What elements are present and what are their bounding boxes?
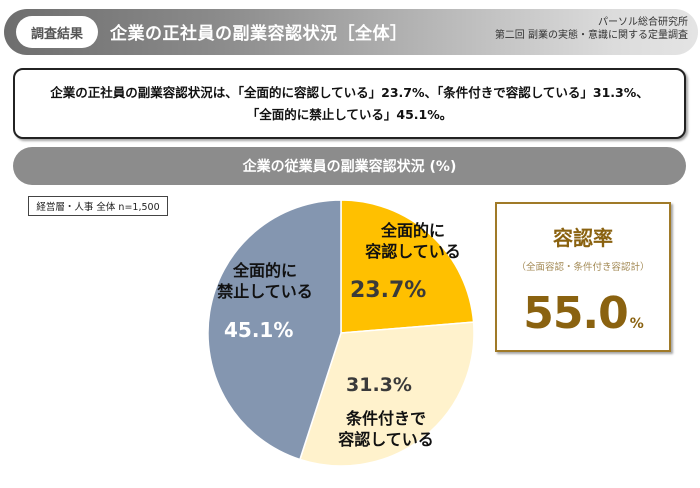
slice-label-line: 全面的に — [232, 261, 297, 280]
sample-size-label: 経営層・人事 全体 n=1,500 — [28, 196, 168, 216]
slice-label-line: 容認している — [365, 242, 461, 261]
source-org: パーソル総合研究所 — [598, 17, 688, 28]
source-info: パーソル総合研究所 第二回 副業の実態・意識に関する定量調査 — [495, 16, 688, 42]
slice-label-line: 条件付きで — [345, 409, 426, 428]
page-title: 企業の正社員の副業容認状況［全体］ — [110, 24, 408, 44]
approval-rate-box: 容認率 （全面容認・条件付き容認計） 55.0% — [495, 202, 671, 352]
slice-label-full-allow: 全面的に 容認している — [350, 220, 476, 262]
slice-value-full-prohibit: 45.1% — [224, 318, 294, 342]
header-badge: 調査結果 — [16, 16, 98, 48]
summary-box: 企業の正社員の副業容認状況は、「全面的に容認している」23.7%、「条件付きで容… — [13, 68, 686, 139]
pie-slice-full-allow — [340, 199, 475, 334]
pie-chart: 全面的に 容認している 23.7% 31.3% 条件付きで 容認している 全面的… — [200, 192, 482, 474]
slice-label-full-prohibit: 全面的に 禁止している — [210, 260, 320, 302]
header-bar — [4, 9, 698, 55]
pie-slice-conditional-allow — [298, 321, 475, 467]
approval-rate-unit: % — [629, 316, 644, 332]
slice-label-line: 禁止している — [217, 282, 313, 301]
approval-rate-value: 55.0% — [497, 288, 669, 339]
source-survey: 第二回 副業の実態・意識に関する定量調査 — [494, 30, 688, 41]
slice-label-line: 容認している — [338, 430, 434, 449]
approval-rate-title: 容認率 — [553, 226, 613, 250]
approval-rate-number: 55.0 — [523, 288, 629, 339]
slice-label-conditional-allow: 条件付きで 容認している — [324, 408, 448, 450]
slice-value-full-allow: 23.7% — [350, 278, 427, 303]
slice-value-conditional-allow: 31.3% — [346, 374, 412, 396]
approval-rate-subtitle: （全面容認・条件付き容認計） — [516, 262, 650, 273]
summary-line-1: 企業の正社員の副業容認状況は、「全面的に容認している」23.7%、「条件付きで容… — [50, 84, 649, 100]
chart-title-bar: 企業の従業員の副業容認状況 (%) — [13, 147, 686, 185]
slice-label-line: 全面的に — [380, 221, 445, 240]
pie-svg — [207, 199, 475, 467]
summary-line-2: 「全面的に禁止している」45.1%。 — [246, 106, 453, 122]
pie-slice-full-prohibit — [207, 199, 342, 461]
